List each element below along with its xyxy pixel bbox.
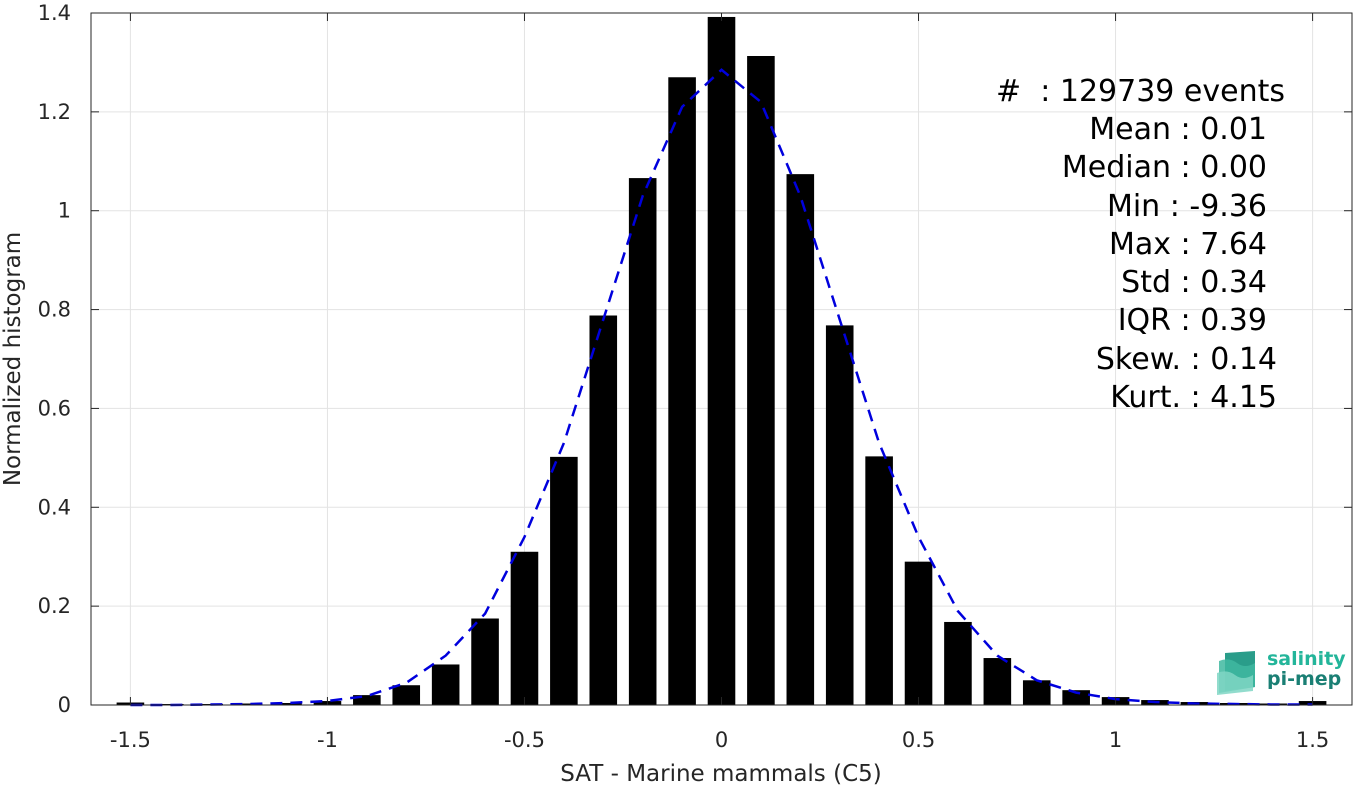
logo-wave-icon bbox=[1217, 651, 1255, 695]
y-tick-label: 0.6 bbox=[38, 396, 71, 420]
stat-mean: Mean : 0.01 bbox=[1089, 112, 1267, 147]
y-tick-label: 1.4 bbox=[38, 1, 71, 25]
stat-median: Median : 0.00 bbox=[1061, 150, 1267, 185]
histogram-bar bbox=[747, 56, 775, 705]
stat-max: Max : 7.64 bbox=[1109, 227, 1267, 262]
histogram-bar bbox=[707, 16, 736, 706]
histogram-bars bbox=[116, 16, 1327, 706]
stat-std: Std : 0.34 bbox=[1121, 265, 1267, 300]
x-tick-label: 1 bbox=[1109, 728, 1122, 752]
x-tick-labels: -1.5 -1 -0.5 0 0.5 1 1.5 bbox=[110, 728, 1329, 752]
stat-events: # : 129739 events bbox=[996, 74, 1285, 109]
histogram-bar bbox=[983, 658, 1012, 705]
y-tick-label: 1.2 bbox=[38, 100, 71, 124]
y-tick-labels: 0 0.2 0.4 0.6 0.8 1 1.2 1.4 bbox=[38, 1, 71, 717]
y-tick-label: 0.4 bbox=[38, 495, 71, 519]
y-tick-label: 0 bbox=[58, 693, 71, 717]
x-tick-label: -0.5 bbox=[504, 728, 545, 752]
statistics-box: # : 129739 events Mean : 0.01 Median : 0… bbox=[940, 72, 1285, 422]
histogram-bar bbox=[1062, 690, 1090, 705]
histogram-bar bbox=[234, 703, 263, 705]
histogram-bar bbox=[392, 685, 421, 705]
axis-ticks bbox=[91, 12, 1352, 706]
salinity-pi-mep-logo: salinity pi-mep bbox=[1215, 645, 1350, 695]
y-tick-label: 1 bbox=[58, 199, 71, 223]
histogram-bar bbox=[471, 618, 499, 705]
histogram-bar bbox=[431, 664, 460, 705]
histogram-bar bbox=[944, 621, 972, 705]
histogram-bar bbox=[589, 315, 618, 705]
histogram-bar bbox=[510, 551, 539, 705]
stat-kurt: Kurt. : 4.15 bbox=[1110, 380, 1277, 415]
histogram-bar bbox=[628, 178, 657, 705]
x-tick-label: 1.5 bbox=[1296, 728, 1329, 752]
histogram-bar bbox=[274, 703, 302, 705]
x-tick-label: -1.5 bbox=[110, 728, 151, 752]
histogram-bar bbox=[550, 456, 578, 705]
stat-iqr: IQR : 0.39 bbox=[1117, 303, 1267, 338]
histogram-bar bbox=[865, 456, 893, 705]
stat-min: Min : -9.36 bbox=[1106, 189, 1267, 224]
histogram-bar bbox=[825, 325, 854, 705]
y-tick-label: 0.2 bbox=[38, 594, 71, 618]
histogram-bar bbox=[353, 695, 381, 705]
x-tick-label: 0 bbox=[715, 728, 728, 752]
histogram-bar bbox=[786, 174, 815, 705]
x-tick-label: 0.5 bbox=[902, 728, 935, 752]
histogram-bar bbox=[668, 77, 696, 705]
logo-text-salinity: salinity bbox=[1267, 648, 1346, 670]
y-axis-label: Normalized histogram bbox=[0, 232, 26, 486]
y-tick-label: 0.8 bbox=[38, 298, 71, 322]
histogram-bar bbox=[1022, 680, 1051, 705]
stat-skew: Skew. : 0.14 bbox=[1095, 342, 1277, 377]
x-axis-label: SAT - Marine mammals (C5) bbox=[560, 761, 882, 785]
histogram-bar bbox=[904, 561, 933, 705]
logo-text-pi-mep: pi-mep bbox=[1267, 668, 1342, 690]
x-tick-label: -1 bbox=[317, 728, 338, 752]
